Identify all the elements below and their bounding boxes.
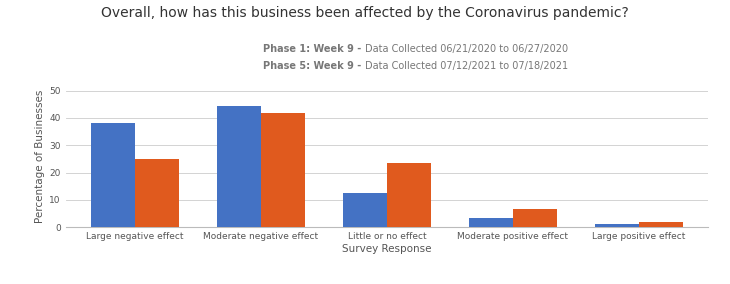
Bar	[91, 124, 135, 227]
Bar	[513, 210, 557, 227]
Y-axis label: Percentage of Businesses: Percentage of Businesses	[35, 89, 45, 223]
Bar	[217, 106, 261, 227]
Bar	[595, 224, 639, 227]
Bar	[135, 159, 179, 227]
Bar	[469, 218, 513, 227]
Bar	[387, 163, 431, 227]
Bar	[639, 222, 683, 227]
Text: Data Collected 07/12/2021 to 07/18/2021: Data Collected 07/12/2021 to 07/18/2021	[365, 61, 568, 71]
Bar	[261, 112, 305, 227]
Text: Overall, how has this business been affected by the Coronavirus pandemic?: Overall, how has this business been affe…	[101, 6, 629, 20]
Text: Data Collected 06/21/2020 to 06/27/2020: Data Collected 06/21/2020 to 06/27/2020	[365, 44, 568, 54]
Text: Phase 1: Week 9 -: Phase 1: Week 9 -	[264, 44, 365, 54]
X-axis label: Survey Response: Survey Response	[342, 244, 431, 254]
Bar	[343, 193, 387, 227]
Text: Phase 5: Week 9 -: Phase 5: Week 9 -	[264, 61, 365, 71]
